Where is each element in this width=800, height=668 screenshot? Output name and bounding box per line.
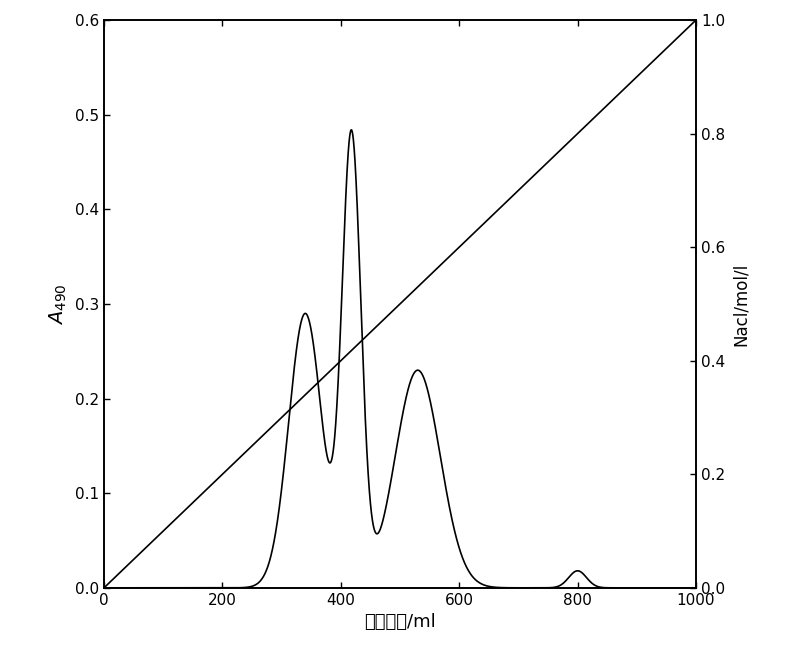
X-axis label: 洗脱体积/ml: 洗脱体积/ml <box>364 613 436 631</box>
Y-axis label: Nacl/mol/l: Nacl/mol/l <box>732 263 750 345</box>
Y-axis label: $A_{490}$: $A_{490}$ <box>48 283 70 325</box>
